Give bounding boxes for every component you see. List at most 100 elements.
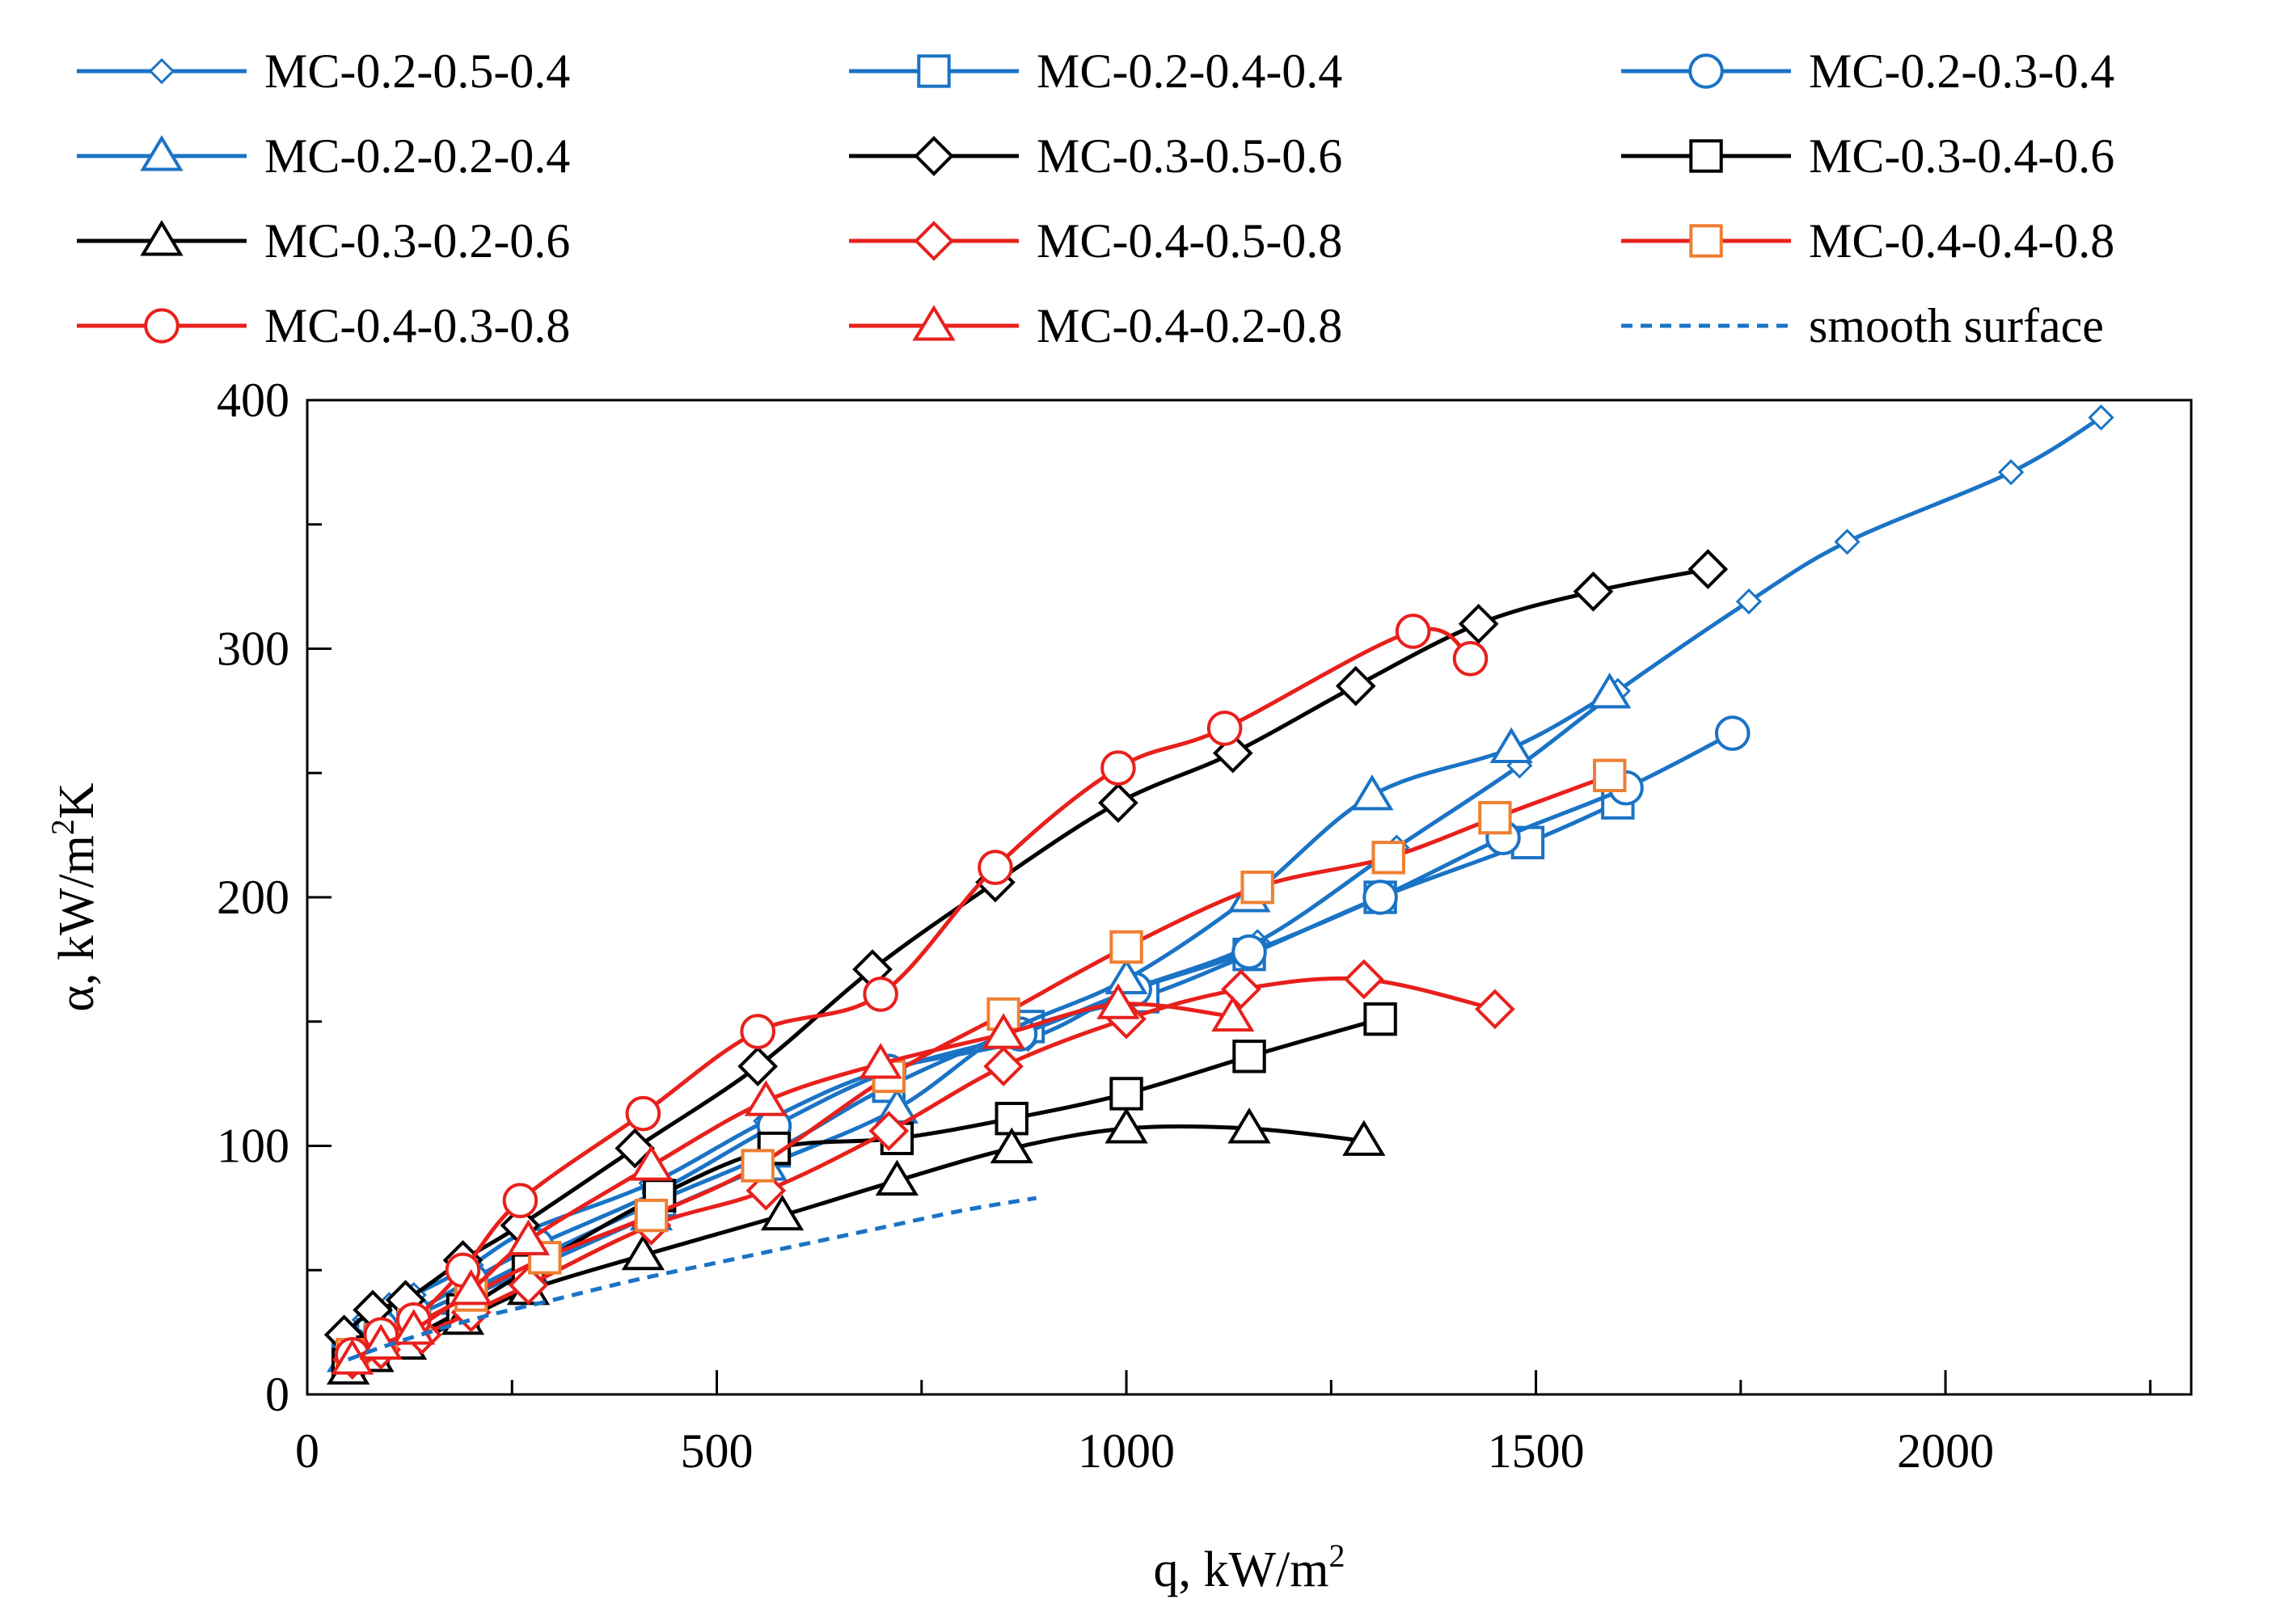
- data-point: [1100, 750, 1136, 786]
- data-point: [914, 221, 954, 261]
- data-point: [1452, 641, 1489, 677]
- y-axis-label-prefix: α, kW/m: [49, 835, 104, 1011]
- data-point: [629, 1145, 674, 1181]
- legend-item: MC-0.3-0.4-0.6: [1621, 129, 2114, 183]
- legend-label: MC-0.4-0.3-0.8: [264, 299, 570, 352]
- data-point: [1232, 1040, 1266, 1074]
- data-point: [1489, 727, 1533, 763]
- data-point: [506, 1219, 551, 1255]
- data-point: [1342, 1120, 1386, 1156]
- legend-label: MC-0.2-0.2-0.4: [264, 129, 570, 183]
- data-point: [502, 1183, 539, 1218]
- data-point: [1475, 989, 1515, 1030]
- data-point: [1227, 1107, 1271, 1144]
- legend-label: MC-0.3-0.5-0.6: [1037, 129, 1342, 183]
- legend-item: MC-0.4-0.4-0.8: [1621, 214, 2114, 268]
- data-point: [1395, 614, 1431, 649]
- data-point: [741, 1149, 775, 1183]
- data-point: [1363, 1002, 1397, 1036]
- x-tick-label: 2000: [1897, 1424, 1994, 1478]
- legend-label: MC-0.4-0.2-0.8: [1037, 299, 1342, 352]
- data-point: [1998, 459, 2025, 486]
- x-tick-label: 1000: [1078, 1424, 1175, 1478]
- data-point: [1834, 529, 1861, 555]
- data-point: [744, 1080, 788, 1116]
- legend-label: MC-0.4-0.5-0.8: [1037, 214, 1342, 268]
- legend-label: MC-0.2-0.5-0.4: [264, 44, 570, 98]
- data-point: [1221, 968, 1261, 1010]
- data-point: [1104, 1107, 1148, 1144]
- x-axis-label: q, kW/m2: [1154, 1538, 1345, 1597]
- data-point: [740, 1014, 775, 1049]
- data-point: [737, 1046, 779, 1086]
- legend-item: MC-0.4-0.5-0.8: [849, 214, 1342, 268]
- data-point: [875, 1159, 919, 1196]
- x-axis-label-text: q, kW/m: [1154, 1542, 1329, 1597]
- data-point: [1343, 959, 1384, 1000]
- data-point: [1109, 930, 1143, 964]
- data-point: [1458, 603, 1499, 644]
- data-point: [1096, 983, 1140, 1019]
- data-point: [1687, 549, 1729, 589]
- legend-label: MC-0.4-0.4-0.8: [1809, 214, 2114, 268]
- series-line: [347, 1196, 1037, 1362]
- data-point: [1206, 711, 1243, 746]
- data-point: [1109, 1077, 1143, 1111]
- y-tick-label: 0: [265, 1368, 289, 1421]
- data-point: [1573, 571, 1614, 612]
- x-axis-label-sup: 2: [1328, 1538, 1345, 1574]
- data-point: [148, 57, 175, 85]
- y-axis-label-sup: 2: [44, 819, 81, 835]
- data-point: [1362, 879, 1398, 915]
- data-point: [1714, 715, 1751, 751]
- data-point: [1104, 958, 1148, 994]
- legend-item: MC-0.4-0.2-0.8: [849, 299, 1342, 352]
- y-tick-label: 300: [217, 622, 289, 676]
- data-point: [863, 977, 898, 1012]
- data-point: [1371, 841, 1405, 875]
- legend-item: MC-0.3-0.2-0.6: [77, 214, 570, 268]
- series-smooth-surface: [347, 1196, 1037, 1362]
- data-point: [508, 1264, 549, 1306]
- data-point: [625, 1095, 661, 1132]
- data-point: [1211, 995, 1255, 1032]
- legend-label: smooth surface: [1809, 299, 2104, 352]
- data-point: [1735, 588, 1763, 615]
- data-point: [859, 1043, 902, 1079]
- data-point: [1688, 53, 1724, 89]
- legend: MC-0.2-0.5-0.4 MC-0.2-0.4-0.4 MC-0.2-0.3-0…: [77, 44, 2114, 352]
- x-tick-label: 500: [681, 1424, 754, 1478]
- legend-item: MC-0.2-0.3-0.4: [1621, 44, 2114, 98]
- data-point: [1689, 224, 1723, 258]
- x-tick-label: 1500: [1488, 1424, 1585, 1478]
- data-point: [914, 136, 954, 176]
- legend-item: smooth surface: [1621, 299, 2104, 352]
- data-point: [1240, 871, 1274, 905]
- y-tick-label: 400: [217, 373, 289, 427]
- series-line: [342, 415, 2104, 1337]
- data-point: [634, 1198, 669, 1233]
- series-line: [342, 567, 1710, 1337]
- data-point: [1588, 672, 1632, 709]
- series-mc-0-4-0-2-0-8: [331, 983, 1255, 1375]
- data-point: [140, 135, 184, 171]
- data-point: [1231, 934, 1267, 970]
- y-axis-label: α, kW/m2K: [44, 782, 104, 1011]
- data-point: [1593, 758, 1627, 793]
- data-point: [2088, 404, 2114, 431]
- legend-label: MC-0.2-0.4-0.4: [1037, 44, 1342, 98]
- legend-label: MC-0.3-0.2-0.6: [264, 214, 570, 268]
- legend-item: MC-0.2-0.2-0.4: [77, 129, 570, 183]
- data-point: [1350, 774, 1394, 811]
- data-point: [621, 1234, 665, 1271]
- y-tick-label: 200: [217, 871, 289, 924]
- series-mc-0-4-0-3-0-8: [334, 614, 1489, 1373]
- data-point: [917, 54, 951, 88]
- data-point: [1335, 665, 1376, 707]
- x-tick-label: 0: [295, 1424, 319, 1478]
- axes: 0 500 1000 1500 2000 0 100 200 300 400: [217, 373, 2152, 1478]
- legend-item: MC-0.2-0.4-0.4: [849, 44, 1342, 98]
- legend-item: MC-0.4-0.3-0.8: [77, 299, 570, 352]
- legend-label: MC-0.3-0.4-0.6: [1809, 129, 2114, 183]
